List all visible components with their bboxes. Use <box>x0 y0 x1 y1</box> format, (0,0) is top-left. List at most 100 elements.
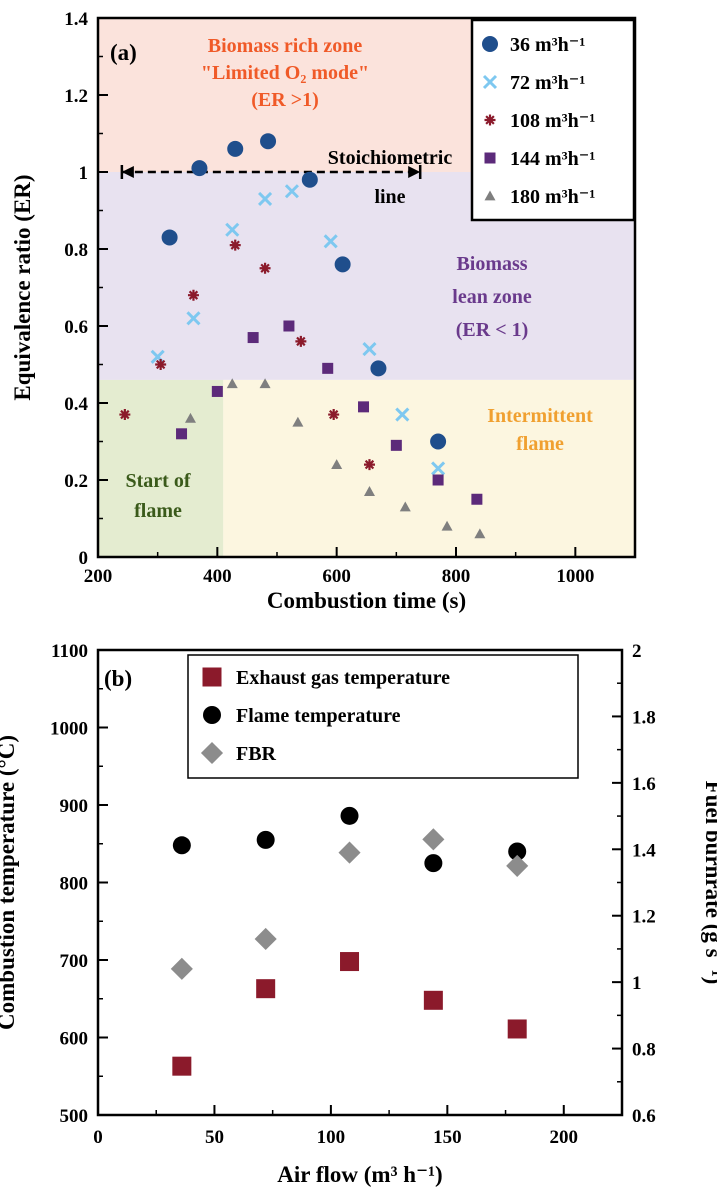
data-point <box>161 229 178 246</box>
x-tick-label: 1000 <box>556 566 594 587</box>
y2-tick-label: 1.2 <box>632 907 656 928</box>
stoichiometric-label: Stoichiometric <box>328 147 453 169</box>
y2-tick-label: 0.6 <box>632 1106 656 1127</box>
data-point <box>229 239 241 251</box>
data-point <box>340 952 360 972</box>
x-tick-label: 0 <box>93 1127 103 1148</box>
data-point <box>399 501 411 512</box>
x-tick-label: 100 <box>317 1127 346 1148</box>
y2-tick-label: 0.8 <box>632 1040 656 1061</box>
series-square <box>172 952 527 1076</box>
series-triangle <box>184 378 486 539</box>
zone-background-3 <box>223 379 636 557</box>
series-circle <box>172 806 527 873</box>
series-circle <box>161 133 447 450</box>
data-point <box>301 171 318 188</box>
y-axis-label: Combustion temperature (°C) <box>0 735 19 1030</box>
legend-marker <box>482 36 498 52</box>
legend-label: Flame temperature <box>236 705 401 727</box>
zone-label: "Limited O₂ mode" <box>201 62 369 84</box>
data-point <box>362 342 377 357</box>
y-axis-label: Equivalence ratio (ER) <box>10 174 35 400</box>
zone-label: (ER < 1) <box>456 319 529 341</box>
data-point <box>340 806 359 825</box>
y-tick-label: 1.4 <box>64 9 88 30</box>
zone-label: flame <box>516 433 564 455</box>
legend-label: 108 m³h⁻¹ <box>510 110 595 132</box>
zone-label: Biomass <box>456 253 527 275</box>
data-point <box>225 222 240 237</box>
y-tick-label: 1000 <box>50 719 88 740</box>
zone-label: (ER >1) <box>251 89 319 111</box>
legend-label: 144 m³h⁻¹ <box>510 148 595 170</box>
data-point <box>430 433 447 450</box>
data-point <box>370 360 387 377</box>
y2-tick-label: 1.6 <box>632 774 656 795</box>
legend-label: 72 m³h⁻¹ <box>510 72 585 94</box>
legend-label: FBR <box>236 743 277 765</box>
data-point <box>176 428 188 440</box>
data-point <box>423 990 443 1010</box>
legend-label: 36 m³h⁻¹ <box>510 34 585 56</box>
series-star <box>119 239 375 471</box>
y2-tick-label: 2 <box>632 641 642 662</box>
data-point <box>260 133 277 150</box>
x-tick-label: 200 <box>84 566 113 587</box>
chart-b: 0 50 100 150 200 500 600 700 800 900 1000 1100 0.6 0.… <box>0 641 717 1187</box>
zone-label: Intermittent <box>487 405 593 427</box>
x-axis-label: Air flow (m³ h⁻¹) <box>277 1162 442 1187</box>
data-point <box>441 520 453 531</box>
zone-label: lean zone <box>452 286 532 308</box>
stoichiometric-arrow-right <box>408 166 421 178</box>
data-point <box>432 474 444 486</box>
y-tick-label: 700 <box>60 951 89 972</box>
data-point <box>259 262 271 274</box>
data-point <box>358 401 370 413</box>
legend-marker <box>482 74 498 90</box>
stoichiometric-label: line <box>374 186 405 208</box>
data-point <box>334 256 351 273</box>
data-point <box>172 1056 192 1076</box>
data-point <box>363 459 375 471</box>
data-point <box>431 461 446 476</box>
data-point <box>256 830 275 849</box>
y-tick-label: 1 <box>79 163 89 184</box>
data-point <box>155 359 167 370</box>
data-point <box>258 191 273 207</box>
y-tick-label: 600 <box>60 1029 89 1050</box>
legend-label: 180 m³h⁻¹ <box>510 186 595 208</box>
data-point <box>363 486 375 496</box>
x-tick-label: 800 <box>442 566 471 587</box>
stoichiometric-arrow-left <box>121 166 134 178</box>
x-tick-label: 600 <box>322 566 351 587</box>
data-point <box>170 957 193 980</box>
legend-marker <box>484 190 496 201</box>
data-point <box>283 320 295 332</box>
zone-label: flame <box>134 500 182 522</box>
y2-tick-label: 1.4 <box>632 840 656 861</box>
data-point <box>172 836 191 855</box>
data-point <box>186 311 201 326</box>
legend-marker <box>200 741 224 765</box>
data-point <box>471 493 483 505</box>
x-tick-label: 150 <box>433 1127 462 1148</box>
data-point <box>259 378 271 389</box>
panel-label: (a) <box>110 40 137 65</box>
y-tick-label: 0 <box>79 548 89 569</box>
data-point <box>295 335 307 347</box>
data-point <box>508 842 527 861</box>
x-tick-label: 400 <box>203 566 232 587</box>
data-point <box>191 160 208 177</box>
data-point <box>390 439 402 451</box>
legend-marker <box>202 667 222 687</box>
legend-box <box>470 18 636 222</box>
data-point <box>322 362 334 374</box>
zone-label: Biomass rich zone <box>208 35 363 57</box>
x-axis-label: Combustion time (s) <box>267 588 466 613</box>
data-point <box>227 140 244 157</box>
zone-label: Start of <box>126 470 191 492</box>
y-tick-label: 1.2 <box>64 86 88 107</box>
legend-marker <box>484 152 496 164</box>
y2-tick-label: 1 <box>632 973 642 994</box>
